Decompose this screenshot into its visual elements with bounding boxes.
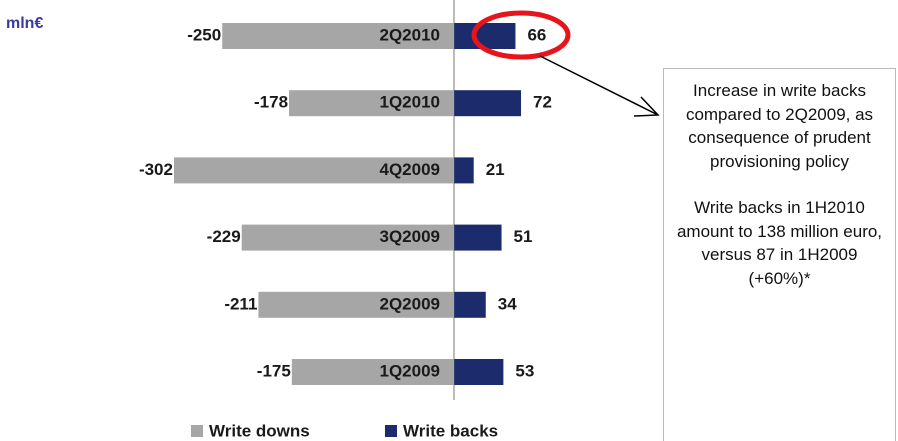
bar	[454, 90, 522, 117]
data-label: -178	[254, 93, 288, 112]
data-label: 51	[514, 227, 533, 246]
data-label: -175	[257, 361, 291, 380]
bar	[289, 90, 455, 117]
legend-label: Write downs	[209, 421, 310, 440]
bar	[291, 359, 455, 385]
arrow-line	[539, 55, 659, 116]
data-label: -302	[139, 160, 173, 179]
data-label: 72	[533, 93, 552, 112]
bar	[222, 23, 455, 49]
bar	[454, 157, 474, 184]
data-label: 21	[486, 160, 505, 179]
bar	[454, 291, 486, 318]
category-label: 1Q2010	[380, 93, 441, 112]
category-label: 4Q2009	[380, 160, 441, 179]
data-label: 66	[527, 25, 546, 44]
bar	[173, 157, 455, 184]
arrow-head	[633, 96, 660, 117]
category-label: 2Q2009	[380, 294, 441, 313]
legend-swatch	[191, 425, 203, 437]
bar	[241, 224, 455, 251]
data-label: -229	[207, 227, 241, 246]
category-label: 3Q2009	[380, 227, 441, 246]
bars: -250 66 2Q2010 -178 72 1Q2010 -302 21 4Q2009 -229…	[139, 23, 552, 385]
bar	[258, 291, 455, 318]
unit-label: mln€	[6, 15, 43, 32]
data-label: -250	[187, 25, 221, 44]
category-label: 2Q2010	[380, 25, 441, 44]
highlight-circle	[471, 10, 571, 60]
annotation-text: Write backs in 1H2010 amount to 138 mill…	[676, 198, 883, 288]
legend-swatch	[385, 425, 397, 437]
data-label: 53	[515, 361, 534, 380]
data-label: 34	[498, 294, 517, 313]
data-label: -211	[224, 294, 257, 313]
bar	[454, 23, 516, 49]
bar	[454, 359, 504, 385]
category-label: 1Q2009	[380, 361, 441, 380]
annotation-box: Increase in write backs compared to 2Q20…	[663, 68, 896, 441]
bar	[454, 224, 502, 251]
annotation-text: Increase in write backs compared to 2Q20…	[685, 81, 874, 171]
legend-label: Write backs	[403, 421, 498, 440]
